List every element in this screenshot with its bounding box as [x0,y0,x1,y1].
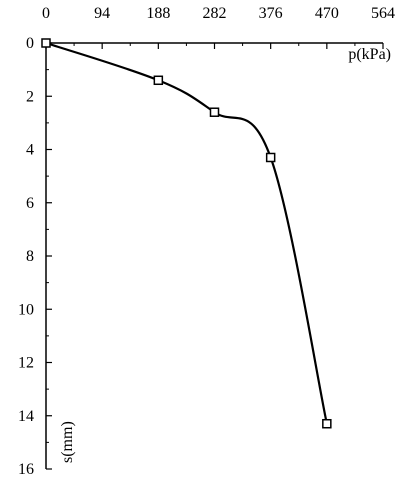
x-tick-label: 0 [42,5,50,22]
y-tick-label: 14 [18,408,34,425]
y-tick-label: 0 [26,35,34,52]
y-tick-label: 8 [26,248,34,265]
x-tick-label: 188 [146,5,170,22]
data-point-marker [209,107,220,117]
x-tick-label: 282 [203,5,227,22]
y-tick-label: 12 [18,355,34,372]
y-tick-label: 6 [26,195,34,212]
data-point-marker [153,75,164,86]
x-tick-label: 564 [371,5,395,22]
data-point-marker [265,152,276,163]
axes: 0 94 188 282 376 470 564 0 2 4 6 8 10 12 14 16 [18,5,395,478]
plot-area [41,38,332,429]
y-ticks: 0 2 4 6 8 10 12 14 16 [18,35,52,478]
x-ticks: 0 94 188 282 376 470 564 [42,5,395,49]
y-tick-label: 4 [26,142,34,159]
x-tick-label: 470 [315,5,339,22]
x-tick-label: 94 [94,5,110,22]
data-point-marker [322,418,332,429]
y-tick-label: 2 [26,88,34,105]
y-axis-title: s(mm) [59,421,76,463]
y-tick-label: 16 [18,461,34,478]
x-tick-label: 376 [259,5,283,22]
data-point-marker [41,38,51,48]
x-axis-title: p(kPa) [348,46,391,63]
y-tick-label: 10 [18,301,34,318]
series-line [45,41,328,424]
